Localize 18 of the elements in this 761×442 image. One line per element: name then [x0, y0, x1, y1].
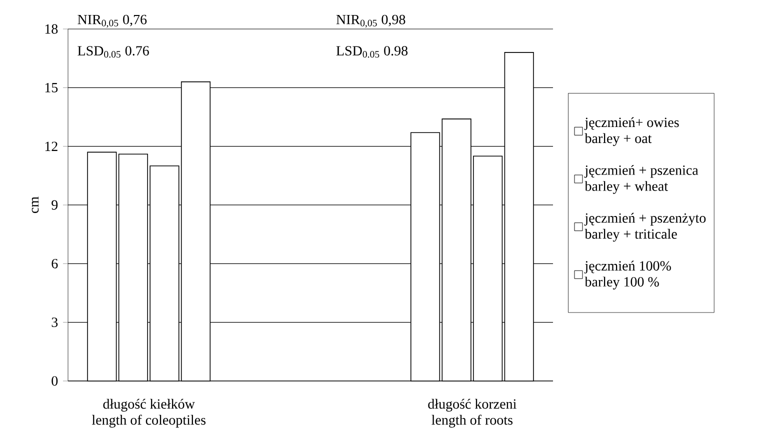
x-tick-label: długość korzeni length of roots — [428, 398, 516, 428]
legend-label: jęczmień 100% barley 100 % — [584, 260, 671, 290]
legend-label: jęczmień + pszenżyto barley + triticale — [584, 212, 706, 242]
y-tick-label: 18 — [45, 24, 58, 34]
y-axis-title: cm — [32, 196, 39, 214]
y-tick-label: 6 — [52, 258, 58, 268]
text: NIR$_{0,05}$ 0,98 — [336, 14, 406, 28]
annotation: LSD$_{0.05}$ 0.98 — [336, 46, 408, 58]
annotation: LSD$_{0.05}$ 0.76 — [78, 46, 149, 58]
x-tick-label: długość kiełków length of coleoptiles — [92, 398, 206, 428]
y-tick-label: 15 — [45, 82, 58, 92]
y-tick-label: 9 — [52, 200, 58, 210]
legend-label: jęczmień+ owies barley + oat — [584, 117, 679, 146]
legend-label: jęczmień + pszenica barley + wheat — [584, 165, 698, 194]
y-tick-label: 0 — [52, 376, 58, 386]
y-tick-label: 3 — [52, 318, 58, 328]
text: NIR$_{0,05}$ 0,76 — [78, 14, 147, 28]
y-tick-label: 12 — [45, 142, 58, 151]
